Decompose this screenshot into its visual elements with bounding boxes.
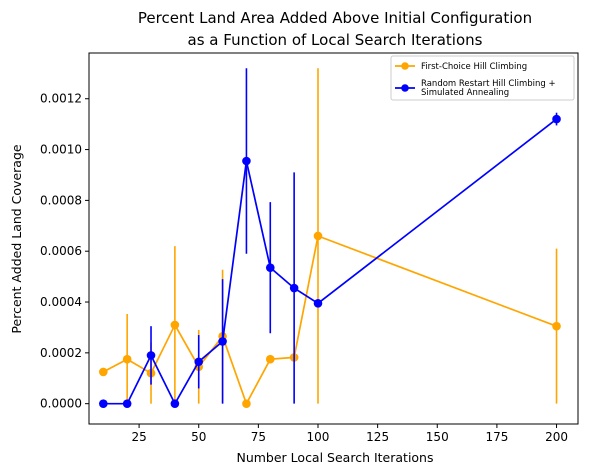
data-point <box>313 231 323 241</box>
legend: First-Choice Hill Climbing Random Restart… <box>390 55 575 101</box>
x-tick-label: 200 <box>545 430 568 444</box>
data-point <box>265 263 275 273</box>
x-tick-label: 150 <box>426 430 449 444</box>
data-point <box>218 337 227 346</box>
x-tick-label: 175 <box>485 430 508 444</box>
y-tick-label: 0.0002 <box>40 346 82 360</box>
legend-box <box>390 55 575 101</box>
data-point <box>99 367 108 377</box>
x-tick-label: 125 <box>366 430 389 444</box>
legend-marker <box>401 84 409 92</box>
data-point <box>265 354 275 364</box>
series-random-restart-simulated-annealing <box>99 68 561 408</box>
data-point <box>122 399 132 408</box>
legend-label: Simulated Annealing <box>421 88 509 98</box>
series-line <box>102 234 557 406</box>
x-tick-label: 100 <box>307 430 330 444</box>
legend-label: First-Choice Hill Climbing <box>421 62 527 72</box>
series-line <box>103 118 558 406</box>
x-tick-label: 50 <box>191 430 206 444</box>
series-first-choice-hill-climbing <box>99 68 561 408</box>
data-point <box>313 298 323 308</box>
legend-marker <box>401 62 409 70</box>
plot-area <box>99 68 561 408</box>
data-point <box>242 399 251 408</box>
chart-title-line-2: as a Function of Local Search Iterations <box>188 31 483 49</box>
x-tick-label: 25 <box>131 430 146 444</box>
y-tick-label: 0.0008 <box>40 193 82 207</box>
y-tick-label: 0.0010 <box>40 143 82 157</box>
data-point <box>194 357 204 367</box>
y-tick-label: 0.0012 <box>40 92 82 106</box>
data-point <box>242 156 251 166</box>
x-axis-label: Number Local Search Iterations <box>236 450 433 465</box>
data-point <box>170 320 180 330</box>
y-tick-label: 0.0004 <box>40 295 82 309</box>
data-point <box>146 351 156 360</box>
y-axis: 0.0000 0.0002 0.0004 0.0006 0.0008 0.0010 0.00… <box>40 92 89 411</box>
data-point <box>552 114 561 124</box>
axes-frame <box>88 52 579 425</box>
data-point <box>552 321 561 331</box>
y-axis-label: Percent Added Land Coverage <box>9 144 24 333</box>
data-point <box>289 283 299 293</box>
legend-label: Random Restart Hill Climbing + <box>421 79 556 89</box>
x-tick-label: 75 <box>251 430 266 444</box>
chart-title-line-1: Percent Land Area Added Above Initial Co… <box>138 9 532 27</box>
data-point <box>122 354 132 364</box>
x-axis: 25 50 75 100 125 150 175 200 <box>131 424 568 444</box>
data-point <box>99 399 108 408</box>
data-point <box>170 399 180 408</box>
y-tick-label: 0.0000 <box>40 397 82 411</box>
y-tick-label: 0.0006 <box>40 244 82 258</box>
